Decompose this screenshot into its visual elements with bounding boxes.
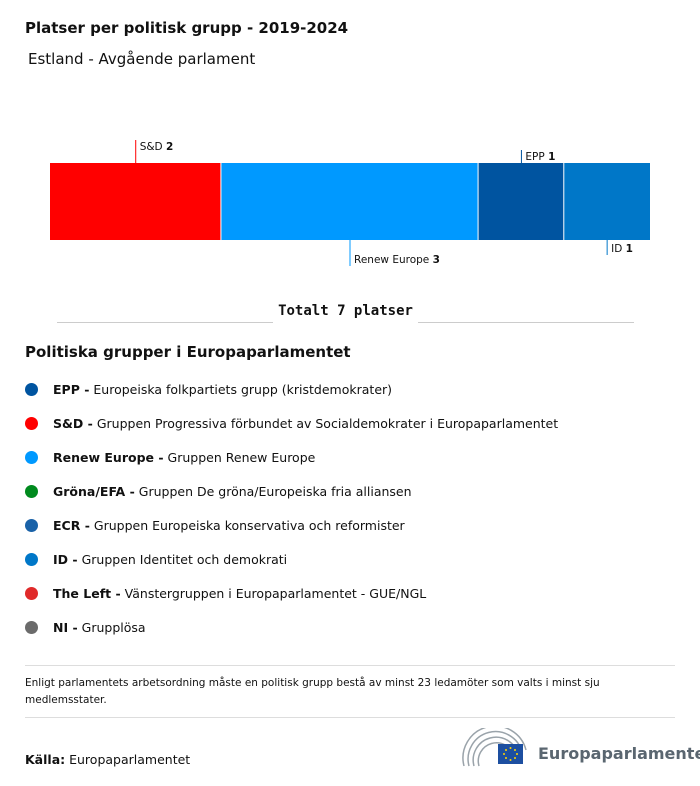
footnote: Enligt parlamentets arbetsordning måste … xyxy=(25,665,675,718)
logo-text: Europaparlamentet xyxy=(538,743,700,763)
legend-dot-icon xyxy=(25,450,38,464)
legend-dot-icon xyxy=(25,484,38,498)
legend-abbr: NI - xyxy=(53,619,78,635)
segment-label: S&D 2 xyxy=(140,141,174,153)
legend-item: The Left - Vänstergruppen i Europaparlame… xyxy=(25,576,558,610)
legend-abbr: EPP - xyxy=(53,381,90,397)
legend-name: Gruppen Progressiva förbundet av Sociald… xyxy=(96,415,559,431)
legend-name: Europeiska folkpartiets grupp (kristdemo… xyxy=(93,381,393,397)
legend-item: EPP - Europeiska folkpartiets grupp (kris… xyxy=(25,372,558,406)
legend-dot-icon xyxy=(25,416,38,430)
legend-name: Vänstergruppen i Europaparlamentet - GUE… xyxy=(124,585,427,601)
legend-dot-icon xyxy=(25,586,38,600)
legend-item: S&D - Gruppen Progressiva förbundet av So… xyxy=(25,406,558,440)
total-seats-label: Totalt 7 platser xyxy=(278,303,413,319)
ep-logo: Europaparlamentet xyxy=(460,728,700,768)
legend-dot-icon xyxy=(25,620,38,634)
eu-flag-icon xyxy=(498,744,523,764)
divider-left xyxy=(57,322,273,323)
legend-abbr: The Left - xyxy=(53,585,121,601)
legend-abbr: S&D - xyxy=(53,415,93,431)
legend-abbr: Renew Europe - xyxy=(53,449,164,465)
source: Källa: Europaparlamentet xyxy=(25,752,190,767)
source-value: Europaparlamentet xyxy=(69,752,191,767)
parliament-hemicycle-icon xyxy=(462,728,527,767)
legend-item: ID - Gruppen Identitet och demokrati xyxy=(25,542,558,576)
seat-bar-chart: S&D 2 Renew Europe 3 EPP 1 ID 1 xyxy=(50,140,650,266)
legend-name: Grupplösa xyxy=(81,619,146,635)
divider-right xyxy=(418,322,634,323)
source-label: Källa: xyxy=(25,752,66,767)
legend-name: Gruppen Renew Europe xyxy=(167,449,316,465)
legend-abbr: ECR - xyxy=(53,517,90,533)
legend-abbr: ID - xyxy=(53,551,78,567)
segment-label: ID 1 xyxy=(611,243,633,255)
legend-dot-icon xyxy=(25,382,38,396)
legend-title: Politiska grupper i Europaparlamentet xyxy=(25,343,351,361)
legend-dot-icon xyxy=(25,552,38,566)
chart-title: Platser per politisk grupp - 2019-2024 xyxy=(25,19,349,37)
legend-item: NI - Grupplösa xyxy=(25,610,558,644)
bar-segment-S&D xyxy=(50,163,221,240)
segment-label: Renew Europe 3 xyxy=(354,254,440,266)
legend: EPP - Europeiska folkpartiets grupp (kris… xyxy=(25,372,558,644)
segment-label: EPP 1 xyxy=(525,151,555,163)
chart-subtitle: Estland - Avgående parlament xyxy=(28,50,256,68)
legend-name: Gruppen Europeiska konservativa och refo… xyxy=(93,517,405,533)
bar-segment-Renew Europe xyxy=(221,163,478,240)
legend-abbr: Gröna/EFA - xyxy=(53,483,135,499)
bar-segment-EPP xyxy=(478,163,564,240)
legend-name: Gruppen Identitet och demokrati xyxy=(81,551,288,567)
legend-item: ECR - Gruppen Europeiska konservativa och… xyxy=(25,508,558,542)
legend-item: Renew Europe - Gruppen Renew Europe xyxy=(25,440,558,474)
legend-name: Gruppen De gröna/Europeiska fria allians… xyxy=(138,483,412,499)
legend-item: Gröna/EFA - Gruppen De gröna/Europeiska f… xyxy=(25,474,558,508)
bar-segment-ID xyxy=(564,163,650,240)
legend-dot-icon xyxy=(25,518,38,532)
